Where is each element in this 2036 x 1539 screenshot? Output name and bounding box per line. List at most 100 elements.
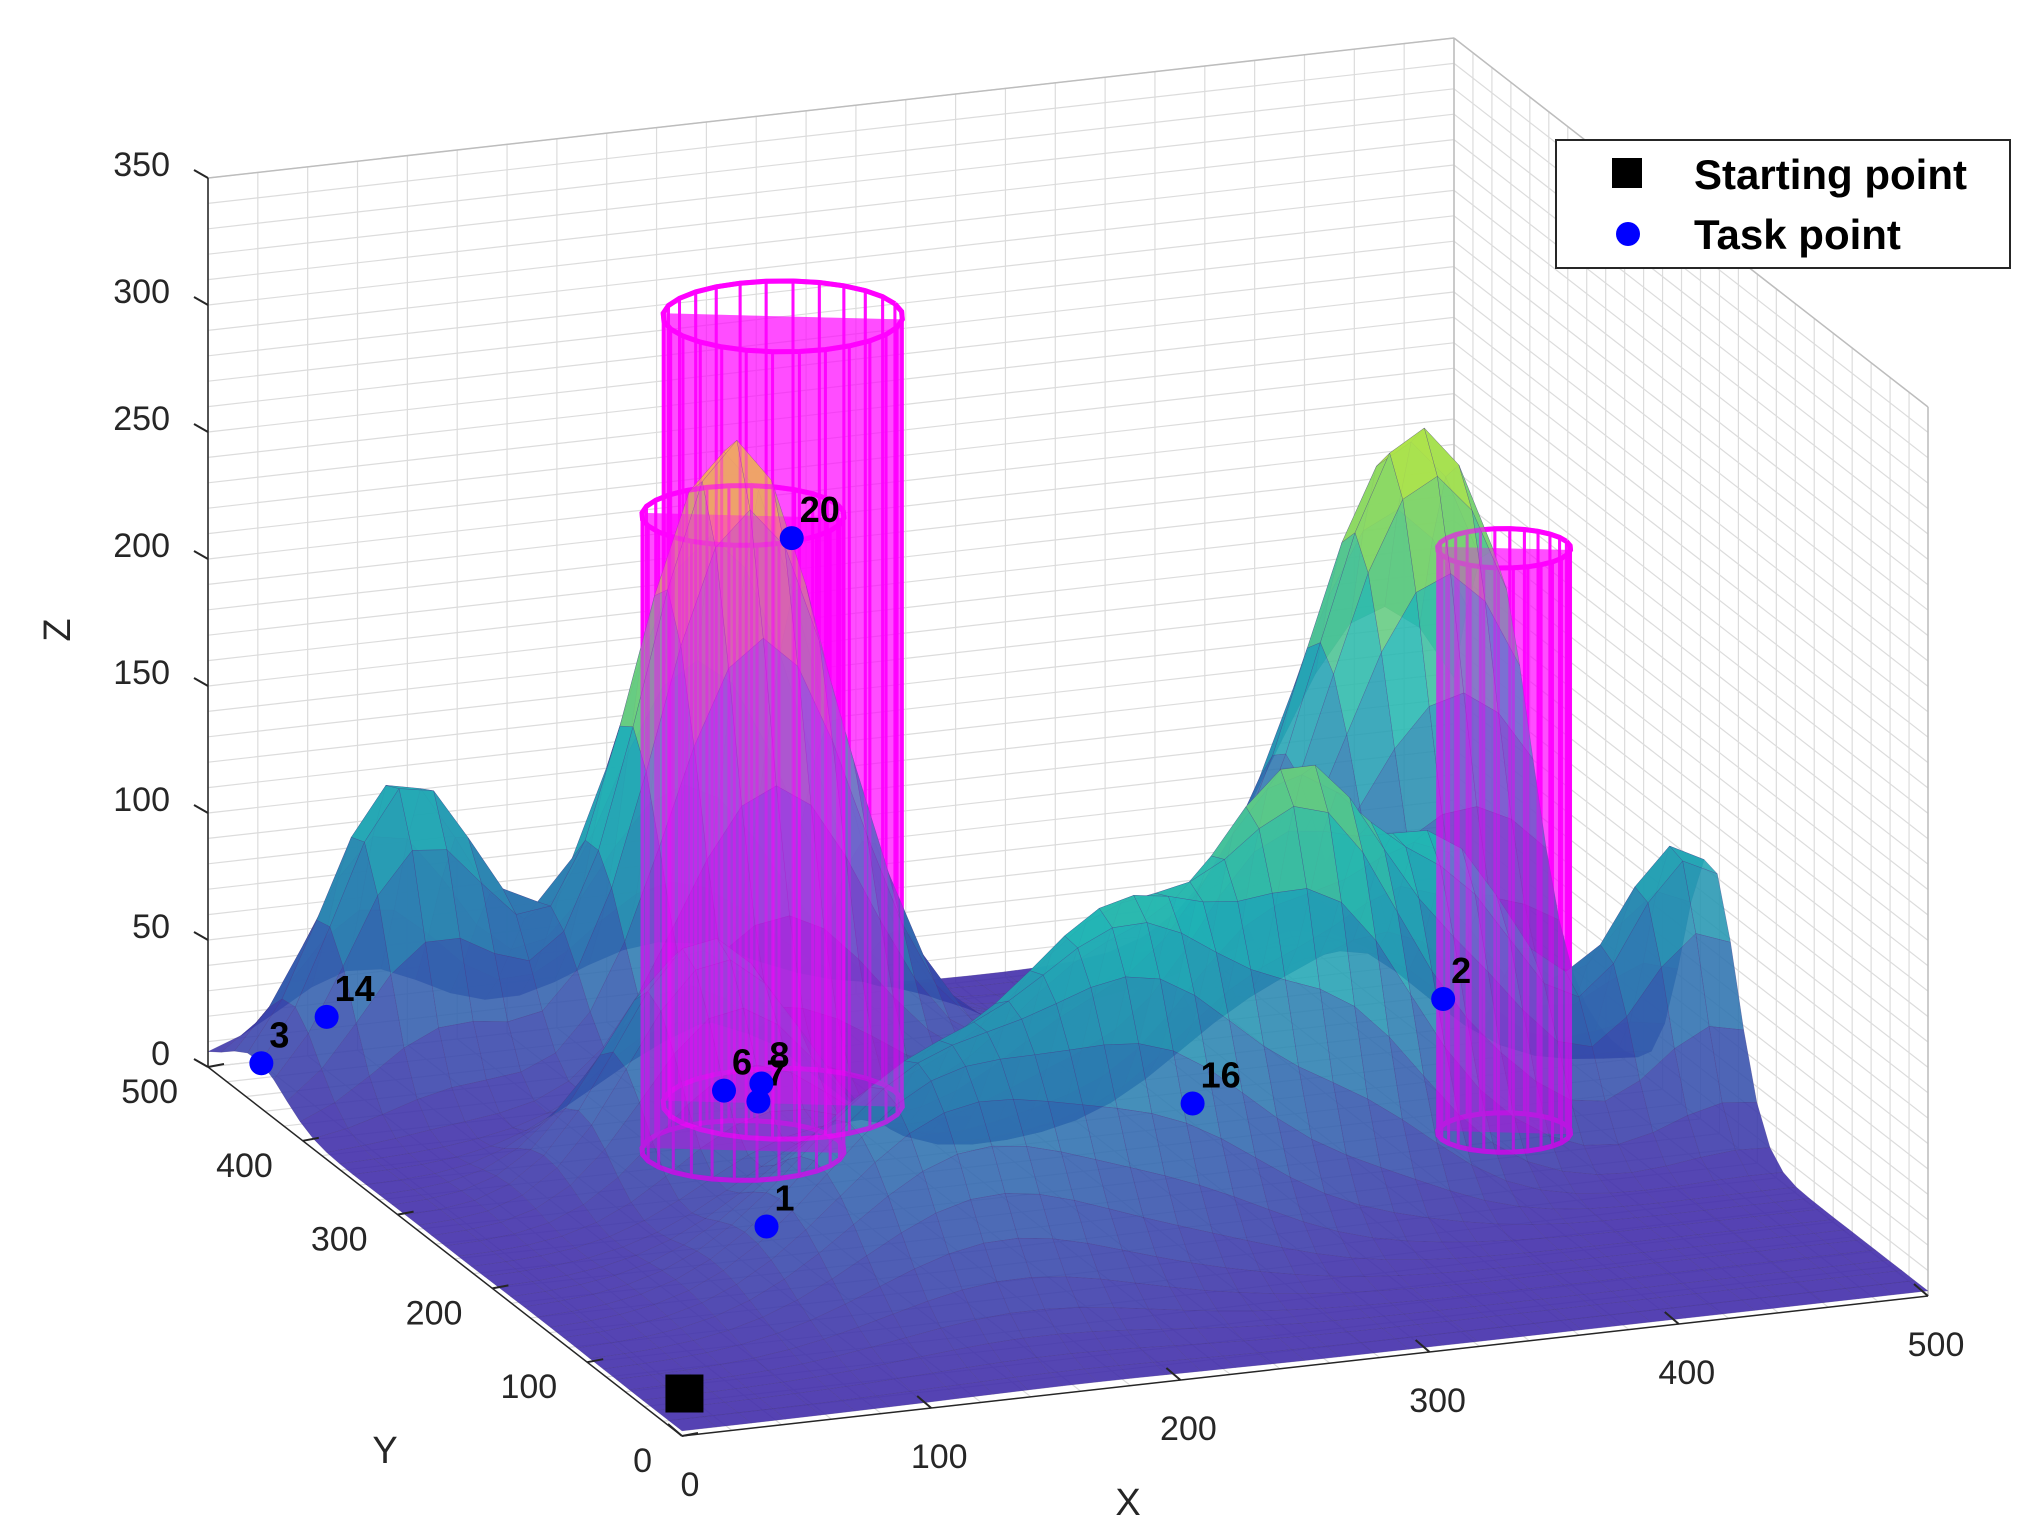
legend-task-point-marker xyxy=(1616,222,1640,246)
obstacles-front xyxy=(639,278,1574,1183)
cylinder-1-bottom-rim xyxy=(639,1118,847,1183)
x-axis-label: X xyxy=(1115,1482,1140,1524)
z-tick xyxy=(193,296,209,306)
z-tick xyxy=(193,677,209,687)
cylinder-1-top-rim xyxy=(639,483,847,548)
grid-line xyxy=(1453,316,1929,687)
y-tick xyxy=(397,1210,414,1216)
grid-line xyxy=(207,164,1455,306)
x-tick xyxy=(1414,1339,1431,1353)
grid-line xyxy=(1453,443,1929,814)
grid-line xyxy=(1453,367,1929,738)
x-tick-label: 500 xyxy=(1908,1326,1965,1364)
y-tick xyxy=(587,1358,604,1364)
cylinder-2-bottom-rim xyxy=(660,1065,905,1142)
task-point-marker xyxy=(249,1051,274,1076)
x-tick-label: 400 xyxy=(1658,1354,1715,1392)
y-tick xyxy=(302,1136,319,1142)
cylinder-3-top-rim xyxy=(1435,526,1574,571)
task-point-marker xyxy=(754,1214,779,1239)
x-tick xyxy=(1664,1311,1680,1325)
cylinder-2-overlay xyxy=(660,278,905,1142)
grid-line xyxy=(207,113,1455,255)
task-point-label: 1 xyxy=(775,1177,795,1218)
task-point-marker xyxy=(314,1004,339,1029)
y-tick-label: 0 xyxy=(633,1442,652,1480)
grid-line xyxy=(1453,113,1929,484)
x-tick xyxy=(1165,1367,1182,1381)
cylinder-3-overlay xyxy=(1435,526,1574,1155)
z-tick-label: 0 xyxy=(151,1035,170,1073)
grid-line xyxy=(207,240,1455,382)
task-point-label: 14 xyxy=(335,968,375,1009)
legend: Starting point Task point xyxy=(1555,139,2011,269)
z-tick xyxy=(193,169,209,179)
legend-starting-point-marker xyxy=(1612,158,1642,188)
z-tick-label: 150 xyxy=(113,654,170,692)
y-tick-label: 500 xyxy=(121,1073,178,1111)
y-tick xyxy=(207,1063,225,1068)
task-point-label: 6 xyxy=(732,1042,752,1083)
z-axis-label: Z xyxy=(37,618,79,641)
axes-edge xyxy=(207,37,1455,179)
y-tick-label: 300 xyxy=(311,1221,368,1259)
task-point-marker xyxy=(712,1078,736,1103)
grid-line xyxy=(1453,342,1929,713)
legend-task-point-label: Task point xyxy=(1694,211,1901,258)
y-tick-label: 400 xyxy=(216,1147,273,1185)
z-tick-label: 200 xyxy=(113,527,170,565)
grid-line xyxy=(1453,139,1929,510)
grid-line xyxy=(207,62,1455,204)
task-point-label: 8 xyxy=(769,1035,789,1076)
y-tick-label: 200 xyxy=(406,1294,463,1332)
x-axis-line xyxy=(681,1295,1929,1437)
cylinder-3-bottom-rim xyxy=(1435,1110,1574,1155)
task-point-label: 3 xyxy=(269,1014,289,1055)
grid-line xyxy=(207,88,1455,230)
z-tick-label: 100 xyxy=(113,781,170,819)
z-tick-label: 300 xyxy=(113,273,170,311)
task-point-marker xyxy=(779,526,804,551)
surface-cell xyxy=(1879,1280,1929,1296)
task-point-marker xyxy=(1180,1091,1205,1116)
z-tick xyxy=(193,931,209,941)
z-tick xyxy=(193,550,209,560)
task-point-label: 2 xyxy=(1451,950,1471,991)
x-tick-label: 200 xyxy=(1160,1410,1217,1448)
x-tick xyxy=(916,1395,932,1409)
cylinder-2-top-rim xyxy=(660,278,905,355)
x-tick-label: 0 xyxy=(681,1466,700,1504)
grid-line xyxy=(207,189,1455,331)
z-tick-label: 250 xyxy=(113,400,170,438)
y-axis-line xyxy=(207,1066,683,1437)
y-tick xyxy=(492,1284,509,1290)
legend-starting-point-label: Starting point xyxy=(1694,151,1967,198)
grid-line xyxy=(1453,418,1929,789)
grid-line xyxy=(1453,189,1929,560)
x-tick-label: 100 xyxy=(911,1438,968,1476)
x-tick xyxy=(1913,1283,1929,1297)
starting-point-marker xyxy=(665,1374,704,1413)
grid-line xyxy=(1453,393,1929,764)
task-point-marker xyxy=(1431,987,1456,1012)
z-tick xyxy=(193,804,209,814)
grid-line xyxy=(1453,240,1929,611)
task-point-label: 20 xyxy=(800,489,840,530)
grid-line xyxy=(1453,291,1929,662)
grid-line xyxy=(1453,266,1929,637)
task-point-marker xyxy=(749,1071,774,1096)
z-tick xyxy=(193,1058,209,1068)
grid-line xyxy=(1453,164,1929,535)
task-point-label: 16 xyxy=(1201,1055,1241,1096)
grid-line xyxy=(1453,215,1929,586)
task-point-marker xyxy=(746,1089,771,1114)
z-tick xyxy=(193,423,209,433)
x-tick-label: 300 xyxy=(1409,1382,1466,1420)
grid-line xyxy=(207,139,1455,281)
grid-line xyxy=(1453,88,1929,459)
z-tick-label: 350 xyxy=(113,146,170,184)
y-axis-label: Y xyxy=(372,1430,397,1472)
axis-ticks: 0100200300400500010020030040050005010015… xyxy=(113,146,1964,1504)
